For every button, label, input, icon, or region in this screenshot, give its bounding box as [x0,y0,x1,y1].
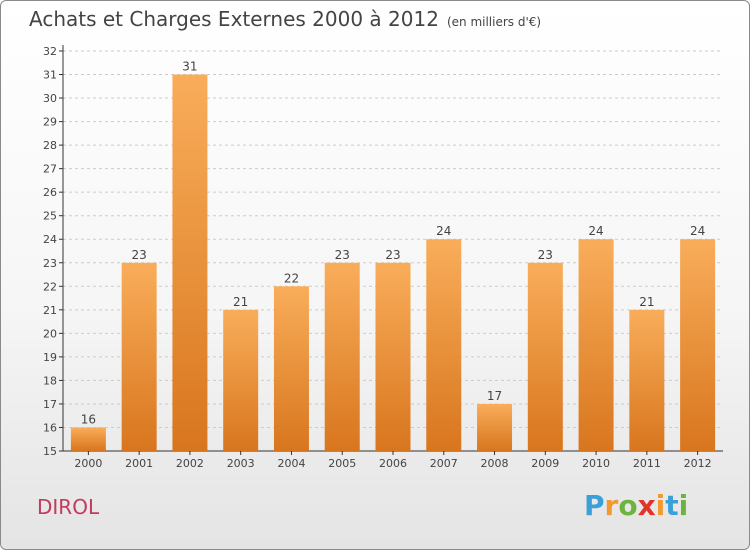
y-tick-label: 30 [43,92,57,105]
data-label: 24 [588,224,603,238]
y-tick-label: 16 [43,421,57,434]
bar [121,262,157,451]
proxiti-logo: Proxiti [584,489,688,522]
y-tick-label: 22 [43,280,57,293]
y-tick-label: 31 [43,69,57,82]
bar [172,74,208,451]
logo-letter: t [665,489,679,522]
x-tick-label: 2002 [176,457,204,470]
x-tick-label: 2000 [74,457,102,470]
bar [70,427,106,451]
bar [273,286,309,451]
data-label: 17 [487,389,502,403]
logo-letter: i [655,489,666,522]
bar [527,262,563,451]
logo-letter: r [604,489,619,522]
logo-letter: P [584,489,605,522]
data-label: 23 [335,248,350,262]
x-tick-label: 2003 [227,457,255,470]
bar [324,262,360,451]
x-tick-label: 2007 [430,457,458,470]
bar [629,309,665,451]
logo-letter: x [637,489,656,522]
y-tick-label: 20 [43,327,57,340]
y-tick-label: 15 [43,445,57,458]
data-label: 23 [385,248,400,262]
y-tick-label: 19 [43,351,57,364]
x-tick-label: 2010 [582,457,610,470]
logo-letter: i [678,489,689,522]
x-tick-label: 2008 [481,457,509,470]
x-tick-label: 2004 [277,457,305,470]
y-tick-label: 25 [43,210,57,223]
unit-label: (en milliers d'€) [446,15,542,29]
bar [578,239,614,451]
x-tick-label: 2009 [531,457,559,470]
data-label: 24 [436,224,451,238]
y-tick-label: 24 [43,233,57,246]
y-tick-label: 26 [43,186,57,199]
y-tick-label: 17 [43,398,57,411]
chart-title: Achats et Charges Externes 2000 à 2012 (e… [29,7,541,31]
y-tick-label: 18 [43,374,57,387]
x-tick-label: 2011 [633,457,661,470]
data-label: 22 [284,271,299,285]
data-label: 21 [639,295,654,309]
bar [375,262,411,451]
data-label: 16 [81,412,96,426]
data-label: 23 [538,248,553,262]
bar [426,239,462,451]
x-tick-label: 2006 [379,457,407,470]
logo-letter: o [618,489,638,522]
x-tick-label: 2012 [684,457,712,470]
commune-name: DIROL [37,495,100,519]
data-label: 31 [182,60,197,74]
y-tick-label: 23 [43,257,57,270]
data-label: 23 [132,248,147,262]
data-label: 21 [233,295,248,309]
x-tick-label: 2005 [328,457,356,470]
y-tick-label: 27 [43,163,57,176]
y-tick-label: 29 [43,116,57,129]
data-label: 24 [690,224,705,238]
bar [680,239,716,451]
y-tick-label: 32 [43,45,57,58]
y-tick-label: 28 [43,139,57,152]
bar [223,309,259,451]
y-tick-label: 21 [43,304,57,317]
bar [477,403,513,451]
chart-title-text: Achats et Charges Externes 2000 à 2012 [29,7,439,31]
x-tick-label: 2001 [125,457,153,470]
